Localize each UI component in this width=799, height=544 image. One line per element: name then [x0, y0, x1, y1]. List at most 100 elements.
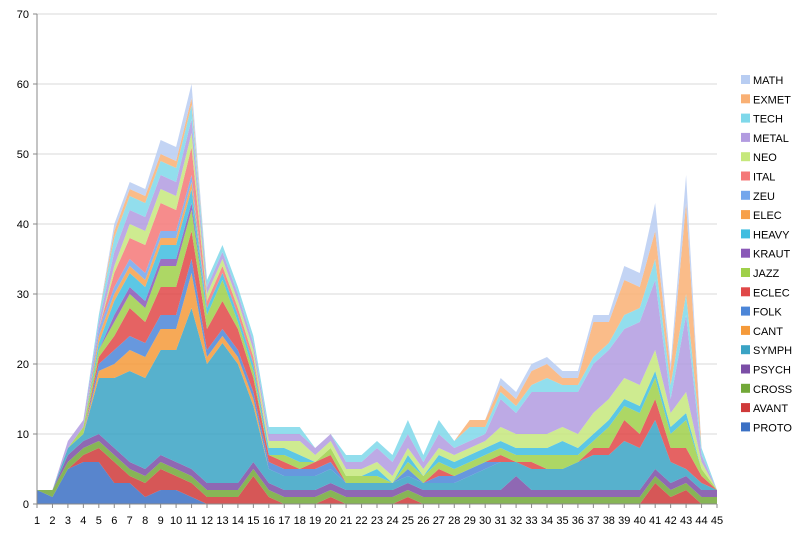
y-tick-label: 70 [17, 9, 29, 21]
legend-swatch-neo [741, 152, 750, 162]
x-tick-label: 25 [402, 515, 414, 527]
area-series-metal [37, 119, 717, 490]
legend-label-avant: AVANT [753, 403, 788, 415]
legend-label-neo: NEO [753, 152, 777, 164]
legend-label-psych: PSYCH [753, 365, 791, 377]
x-tick-label: 44 [695, 515, 707, 527]
legend-swatch-elec [741, 210, 750, 220]
legend-swatch-folk [741, 306, 750, 316]
legend-label-kraut: KRAUT [753, 249, 791, 261]
x-tick-label: 11 [186, 515, 197, 527]
x-tick-label: 10 [170, 515, 182, 527]
x-tick-labels: 1 2 3 4 5 6 7 8 9 10 11 12 13 14 15 16 17 18 19 20 21 22 23 24 2… [34, 504, 723, 527]
legend-swatch-cross [741, 383, 750, 393]
x-tick-label: 42 [665, 515, 677, 527]
x-tick-label: 39 [618, 515, 630, 527]
legend-label-elec: ELEC [753, 210, 782, 222]
x-tick-label: 17 [278, 515, 290, 527]
legend-label-cross: CROSS [753, 384, 792, 396]
legend-label-cant: CANT [753, 326, 783, 338]
x-tick-label: 13 [216, 515, 228, 527]
area-series-proto [37, 462, 717, 504]
x-tick-label: 18 [294, 515, 306, 527]
legend-swatch-avant [741, 403, 750, 413]
x-tick-label: 33 [525, 515, 537, 527]
legend-swatch-proto [741, 422, 750, 432]
legend-label-eclec: ECLEC [753, 287, 790, 299]
x-tick-label: 26 [417, 515, 429, 527]
legend-label-exmet: EXMET [753, 94, 791, 106]
x-tick-label: 7 [127, 515, 133, 527]
y-tick-label: 0 [23, 499, 29, 511]
x-tick-label: 32 [510, 515, 522, 527]
x-tick-label: 31 [495, 515, 507, 527]
x-tick-label: 37 [587, 515, 599, 527]
x-tick-label: 43 [680, 515, 692, 527]
legend-swatch-symph [741, 345, 750, 355]
legend-label-zeu: ZEU [753, 191, 775, 203]
legend-label-tech: TECH [753, 114, 783, 126]
x-tick-label: 19 [309, 515, 321, 527]
y-tick-label: 60 [17, 79, 29, 91]
x-tick-label: 5 [96, 515, 102, 527]
x-tick-label: 35 [556, 515, 568, 527]
legend-swatch-metal [741, 132, 750, 142]
legend-swatch-eclec [741, 287, 750, 297]
x-tick-label: 29 [464, 515, 476, 527]
x-tick-label: 14 [232, 515, 244, 527]
x-tick-label: 8 [142, 515, 148, 527]
area-series-symph [37, 308, 717, 490]
legend-label-ital: ITAL [753, 172, 775, 184]
y-tick-label: 30 [17, 289, 29, 301]
x-tick-label: 45 [711, 515, 723, 527]
legend-swatch-psych [741, 364, 750, 374]
x-tick-label: 30 [479, 515, 491, 527]
x-tick-label: 27 [433, 515, 445, 527]
legend-label-heavy: HEAVY [753, 229, 790, 241]
legend-label-proto: PROTO [753, 422, 792, 434]
area-series-cross [37, 441, 717, 504]
x-tick-label: 24 [386, 515, 398, 527]
legend-label-math: MATH [753, 75, 783, 87]
area-series-avant [37, 448, 717, 504]
x-tick-label: 40 [634, 515, 646, 527]
x-tick-label: 16 [263, 515, 275, 527]
x-tick-label: 12 [201, 515, 213, 527]
legend-swatch-math [741, 75, 750, 84]
x-tick-label: 6 [111, 515, 117, 527]
legend-swatch-heavy [741, 229, 750, 239]
y-tick-label: 40 [17, 219, 29, 231]
x-tick-label: 38 [603, 515, 615, 527]
x-tick-label: 36 [572, 515, 584, 527]
legend-swatch-ital [741, 171, 750, 181]
legend-swatch-jazz [741, 268, 750, 277]
x-tick-label: 1 [34, 515, 40, 527]
y-tick-labels: 0 10 20 30 40 50 60 70 [17, 9, 37, 511]
legend: MATH EXMET TECH METAL NEO ITAL ZEU ELEC HEAVY KRA… [741, 75, 792, 434]
y-tick-label: 50 [17, 149, 29, 161]
y-tick-label: 10 [17, 429, 29, 441]
x-tick-label: 9 [158, 515, 164, 527]
legend-swatch-tech [741, 113, 750, 123]
x-tick-label: 15 [247, 515, 259, 527]
x-tick-label: 34 [541, 515, 553, 527]
legend-swatch-kraut [741, 248, 750, 258]
area-series-group [37, 84, 717, 504]
y-tick-label: 20 [17, 359, 29, 371]
x-tick-label: 4 [80, 515, 86, 527]
legend-label-symph: SYMPH [753, 345, 792, 357]
x-tick-label: 20 [325, 515, 337, 527]
x-tick-label: 23 [371, 515, 383, 527]
x-tick-label: 28 [448, 515, 460, 527]
area-series-psych [37, 434, 717, 497]
x-tick-label: 22 [355, 515, 367, 527]
x-tick-label: 21 [340, 515, 352, 527]
legend-swatch-zeu [741, 190, 750, 200]
legend-label-folk: FOLK [753, 307, 782, 319]
legend-swatch-exmet [741, 94, 750, 104]
legend-label-metal: METAL [753, 133, 789, 145]
x-tick-label: 3 [65, 515, 71, 527]
legend-swatch-cant [741, 325, 750, 335]
x-tick-label: 41 [649, 515, 661, 527]
